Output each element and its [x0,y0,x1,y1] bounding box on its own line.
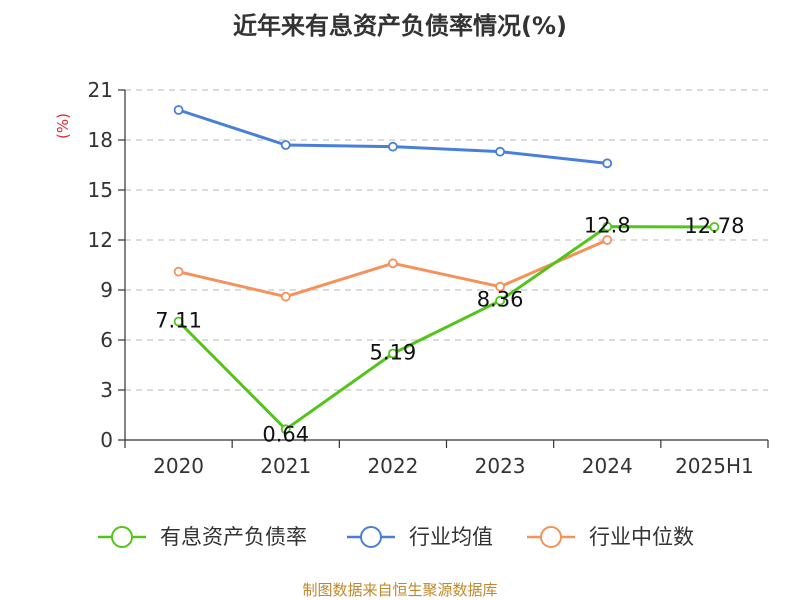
data-point [173,266,184,277]
x-tick-label: 2024 [582,454,633,478]
legend-marker [360,526,382,548]
y-tick-label: 12 [88,228,113,252]
series-line [177,225,715,431]
legend-label: 有息资产负债率 [160,525,307,549]
y-tick-labels: 0 3 6 9 12 15 18 21 [88,78,113,452]
y-axis-unit: (%) [54,113,72,139]
y-tick-label: 3 [100,378,113,402]
y-tick-label: 6 [100,328,113,352]
data-point [280,140,291,150]
data-point [495,146,505,157]
data-label: 12.78 [684,214,744,238]
legend-marker [540,526,562,548]
data-point [495,295,505,306]
data-label: 0.64 [262,422,309,446]
data-point [280,424,291,435]
axes [118,89,769,448]
x-tick-label: 2023 [475,454,526,478]
legend-label: 行业中位数 [589,525,694,549]
y-tick-label: 21 [88,78,113,102]
series-line [178,108,608,165]
data-point [602,221,613,232]
data-point [280,291,291,302]
series-line [178,238,608,299]
data-label: 5.19 [370,341,417,365]
data-point [495,281,505,292]
legend-label: 行业均值 [409,525,493,549]
x-tick-label: 2020 [153,454,204,478]
grid-lines [125,89,768,391]
data-labels: 7.11 0.64 5.19 8.36 12.8 12.78 [155,214,744,447]
source-note: 制图数据来自恒生聚源数据库 [302,581,497,599]
data-point [388,258,398,269]
y-tick-label: 9 [100,278,113,302]
x-tick-label: 2021 [260,454,311,478]
x-tick-label: 2025H1 [675,454,754,478]
data-label: 7.11 [155,309,202,333]
data-label: 12.8 [584,214,631,238]
data-point [173,316,184,327]
y-tick-label: 0 [100,428,113,452]
legend: 有息资产负债率 行业均值 行业中位数 [98,525,694,549]
series-layer [173,105,720,435]
data-point [602,158,613,169]
legend-marker [111,526,133,548]
chart-title: 近年来有息资产负债率情况(%) [233,12,567,40]
y-tick-label: 15 [88,178,113,202]
data-point [709,222,720,232]
data-point [388,348,398,359]
data-label: 8.36 [477,288,524,312]
y-tick-label: 18 [88,128,113,152]
data-point [388,141,398,152]
x-tick-labels: 2020 2021 2022 2023 2024 2025H1 [153,454,754,478]
x-tick-label: 2022 [367,454,418,478]
data-point [173,105,184,115]
data-point [602,235,613,245]
